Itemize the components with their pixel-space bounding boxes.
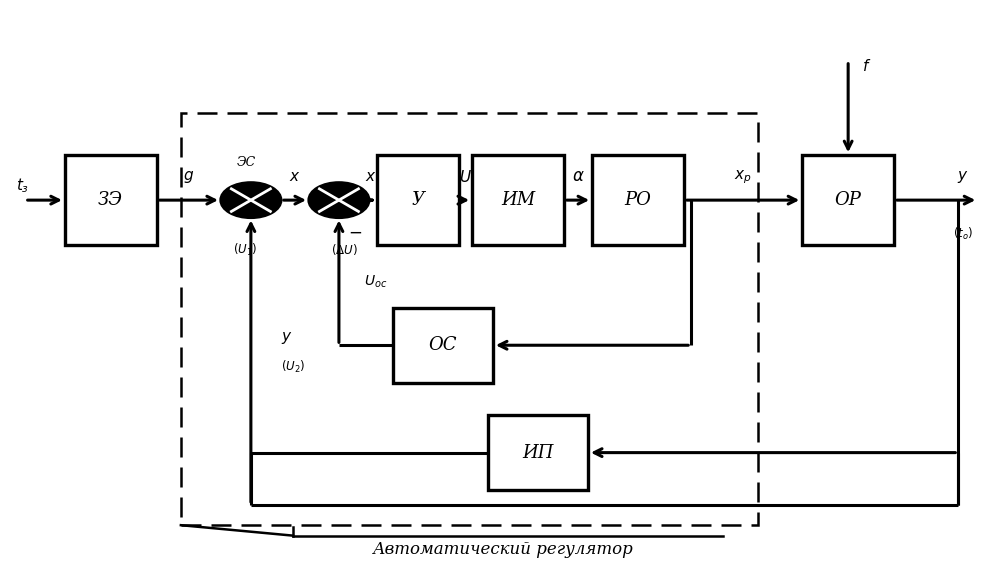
Text: Автоматический регулятор: Автоматический регулятор bbox=[372, 541, 634, 558]
Text: $-$: $-$ bbox=[348, 223, 362, 240]
Text: ИМ: ИМ bbox=[501, 191, 535, 209]
Text: $α$: $α$ bbox=[571, 168, 584, 185]
Bar bbox=[593, 155, 684, 245]
Text: РО: РО bbox=[625, 191, 652, 209]
Circle shape bbox=[309, 183, 369, 217]
Bar bbox=[181, 113, 759, 525]
Text: У: У bbox=[411, 191, 425, 209]
Text: $(ΔU)$: $(ΔU)$ bbox=[331, 242, 357, 257]
Text: $g$: $g$ bbox=[183, 169, 194, 185]
Text: $U_{ос}$: $U_{ос}$ bbox=[364, 273, 387, 289]
Circle shape bbox=[221, 183, 281, 217]
Text: $x_p$: $x_p$ bbox=[734, 168, 751, 186]
Bar bbox=[64, 155, 157, 245]
Bar bbox=[472, 155, 564, 245]
Text: $f$: $f$ bbox=[862, 58, 871, 74]
Bar bbox=[488, 415, 589, 490]
Text: ЭС: ЭС bbox=[236, 156, 256, 169]
Text: $t_з$: $t_з$ bbox=[16, 177, 29, 196]
Text: $(t_о)$: $(t_о)$ bbox=[953, 226, 973, 242]
Bar bbox=[393, 308, 493, 383]
Text: $(U_2)$: $(U_2)$ bbox=[281, 359, 305, 375]
Text: $y$: $y$ bbox=[958, 169, 969, 185]
Text: ОС: ОС bbox=[429, 336, 457, 355]
Bar bbox=[377, 155, 459, 245]
Text: ОР: ОР bbox=[835, 191, 861, 209]
Text: $U$: $U$ bbox=[459, 169, 472, 185]
Text: $x'$: $x'$ bbox=[365, 169, 380, 185]
Text: ЗЭ: ЗЭ bbox=[99, 191, 124, 209]
Bar bbox=[802, 155, 894, 245]
Text: $y$: $y$ bbox=[281, 330, 293, 346]
Text: $(U_1)$: $(U_1)$ bbox=[232, 241, 258, 257]
Text: $x$: $x$ bbox=[289, 170, 301, 184]
Text: ИП: ИП bbox=[522, 444, 553, 462]
